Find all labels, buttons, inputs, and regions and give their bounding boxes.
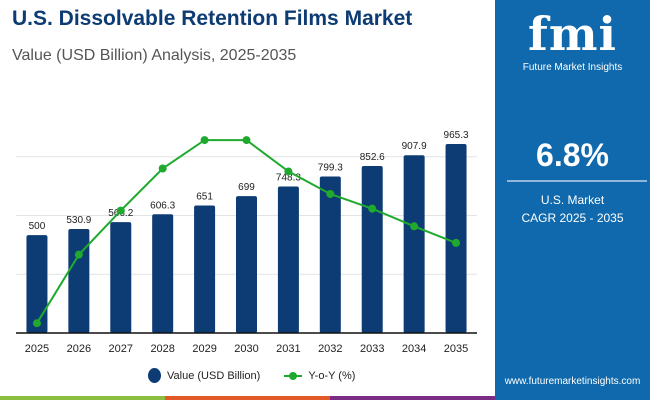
bar-data-label: 852.6 — [360, 152, 385, 163]
logo-text: Future Market Insights — [522, 62, 623, 73]
bar-data-label: 907.9 — [402, 141, 427, 152]
yoy-point — [242, 136, 251, 145]
cagr-label: U.S. Market CAGR 2025 - 2035 — [495, 191, 650, 227]
bar — [110, 222, 132, 333]
bar-data-label: 530.9 — [66, 215, 91, 226]
cagr-value: 6.8% — [536, 137, 609, 173]
bar-data-label: 699 — [238, 182, 255, 193]
legend: Value (USD Billion) Y-o-Y (%) — [148, 368, 355, 383]
chart-subtitle: Value (USD Billion) Analysis, 2025-2035 — [12, 47, 297, 64]
strip-orange — [165, 396, 330, 400]
legend-bar-swatch — [148, 368, 161, 383]
bar — [26, 235, 48, 333]
bar-data-label: 799.3 — [318, 162, 343, 173]
bar-data-label: 606.3 — [150, 200, 175, 211]
strip-purple — [330, 396, 495, 400]
x-tick-label: 2030 — [234, 343, 258, 355]
yoy-point — [368, 204, 377, 213]
legend-bar-label: Value (USD Billion) — [167, 369, 261, 382]
strip-green — [0, 396, 165, 400]
divider — [507, 180, 647, 182]
yoy-point — [452, 238, 461, 247]
yoy-point — [200, 136, 209, 145]
chart: 500530.9566.2606.3651699748.3799.3852.69… — [16, 130, 477, 355]
x-tick-label: 2035 — [444, 343, 468, 355]
bar — [445, 143, 467, 333]
fmi-logo: fmi Future Market Insights — [495, 8, 650, 73]
bar — [236, 196, 257, 333]
x-tick-label: 2034 — [402, 343, 426, 355]
legend-line-swatch — [284, 371, 303, 380]
yoy-point — [284, 167, 293, 176]
bar-data-label: 500 — [29, 221, 46, 232]
legend-line-label: Y-o-Y (%) — [308, 369, 356, 382]
bar-data-label: 748.3 — [276, 172, 301, 183]
bar — [403, 155, 425, 333]
cagr-label-market: U.S. Market — [540, 193, 605, 207]
x-tick-label: 2031 — [276, 343, 300, 355]
yoy-point — [32, 319, 41, 328]
logo-mark: fmi — [528, 7, 617, 61]
yoy-point — [326, 189, 335, 198]
x-tick-label: 2027 — [109, 343, 133, 355]
x-tick-label: 2032 — [318, 343, 342, 355]
x-tick-label: 2025 — [25, 343, 49, 355]
summary-panel: fmi Future Market Insights 6.8% U.S. Mar… — [495, 0, 650, 400]
bar — [277, 186, 299, 333]
yoy-point — [158, 164, 167, 173]
website-link[interactable]: www.futuremarketinsights.com — [504, 376, 641, 387]
bar — [68, 229, 90, 333]
bar — [194, 205, 216, 333]
cagr-label-period: CAGR 2025 - 2035 — [521, 211, 624, 225]
x-tick-label: 2033 — [360, 343, 384, 355]
bar — [319, 176, 341, 333]
yoy-point — [74, 250, 83, 259]
chart-title: U.S. Dissolvable Retention Films Market — [12, 7, 413, 30]
bar — [361, 166, 383, 333]
bar-data-label: 965.3 — [444, 130, 469, 141]
x-tick-label: 2028 — [150, 343, 174, 355]
yoy-point — [116, 206, 125, 215]
x-tick-label: 2029 — [192, 343, 216, 355]
bar-data-label: 651 — [196, 192, 213, 203]
yoy-point — [410, 222, 419, 231]
x-tick-label: 2026 — [67, 343, 91, 355]
bar — [152, 214, 174, 333]
